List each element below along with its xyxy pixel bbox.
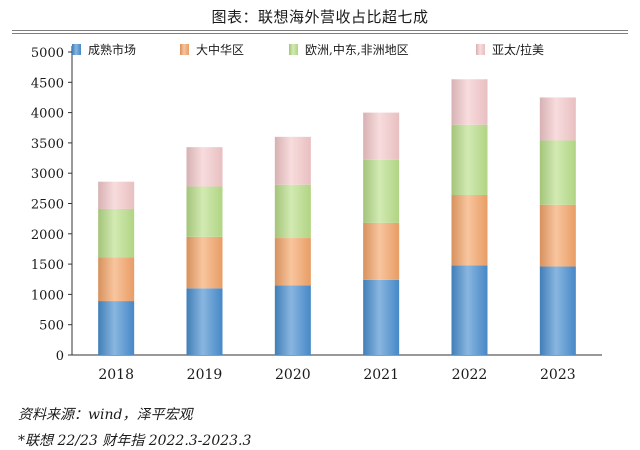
title-rule	[12, 30, 628, 31]
bar-segment	[451, 265, 488, 355]
y-tick-label: 3000	[31, 167, 64, 182]
bar-segment	[186, 288, 223, 355]
x-tick-label: 2022	[452, 367, 488, 383]
bar-segment	[539, 140, 576, 205]
chart-title: 图表：联想海外营收占比超七成	[211, 8, 429, 26]
y-tick-label: 3500	[31, 137, 64, 152]
bar-segment	[363, 159, 400, 223]
x-tick-label: 2020	[275, 367, 311, 383]
bar-segment	[98, 257, 135, 302]
fiscal-year-note: *联想 22/23 财年指 2022.3-2023.3	[18, 433, 252, 449]
bar-segment	[274, 238, 311, 286]
x-tick-label: 2018	[98, 367, 134, 383]
bar-segment	[274, 136, 311, 185]
x-tick-label: 2023	[540, 367, 576, 383]
x-tick-label: 2021	[363, 367, 399, 383]
y-tick-label: 2500	[31, 198, 64, 213]
chart-bars	[98, 79, 576, 355]
bar-segment	[274, 285, 311, 355]
bar-segment	[98, 181, 135, 209]
y-tick-label: 0	[56, 349, 64, 364]
legend-swatch	[180, 44, 189, 55]
bar-segment	[363, 112, 400, 160]
legend-label: 亚太/拉美	[492, 42, 544, 57]
legend-label: 欧洲,中东,非洲地区	[305, 42, 409, 57]
y-tick-label: 4500	[31, 76, 64, 91]
bar-segment	[98, 208, 135, 258]
title-rule-bottom	[12, 33, 628, 34]
legend-swatch	[476, 44, 485, 55]
bar-segment	[451, 195, 488, 266]
bar-segment	[539, 266, 576, 355]
bar-segment	[186, 147, 223, 187]
bar-segment	[451, 124, 488, 196]
legend-label: 成熟市场	[88, 42, 136, 57]
bar-segment	[451, 79, 488, 125]
bar-segment	[539, 97, 576, 141]
stacked-bar-chart: 0 500 1000 1500 2000 2500 3000 3500 4000 4500 5000…	[31, 42, 602, 383]
x-tick-label: 2019	[187, 367, 223, 383]
y-tick-label: 5000	[31, 46, 64, 61]
bar-segment	[539, 204, 576, 267]
y-tick-label: 4000	[31, 107, 64, 122]
bar-segment	[363, 279, 400, 355]
bar-segment	[186, 236, 223, 289]
bar-segment	[98, 301, 135, 355]
bar-segment	[363, 222, 400, 280]
legend-swatch	[289, 44, 298, 55]
source-note: 资料来源：wind，泽平宏观	[18, 407, 193, 423]
y-tick-label: 500	[39, 319, 64, 334]
legend-swatch	[72, 44, 81, 55]
y-tick-label: 1000	[31, 288, 64, 303]
y-tick-label: 2000	[31, 228, 64, 243]
chart-legend: 成熟市场 大中华区 欧洲,中东,非洲地区 亚太/拉美	[72, 42, 544, 57]
chart-axes: 0 500 1000 1500 2000 2500 3000 3500 4000 4500 5000…	[31, 46, 602, 383]
bar-segment	[186, 186, 223, 237]
y-tick-label: 1500	[31, 258, 64, 273]
legend-label: 大中华区	[196, 42, 244, 57]
bar-segment	[274, 184, 311, 239]
